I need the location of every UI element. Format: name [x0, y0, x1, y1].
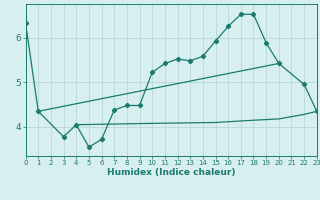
X-axis label: Humidex (Indice chaleur): Humidex (Indice chaleur) [107, 168, 236, 177]
